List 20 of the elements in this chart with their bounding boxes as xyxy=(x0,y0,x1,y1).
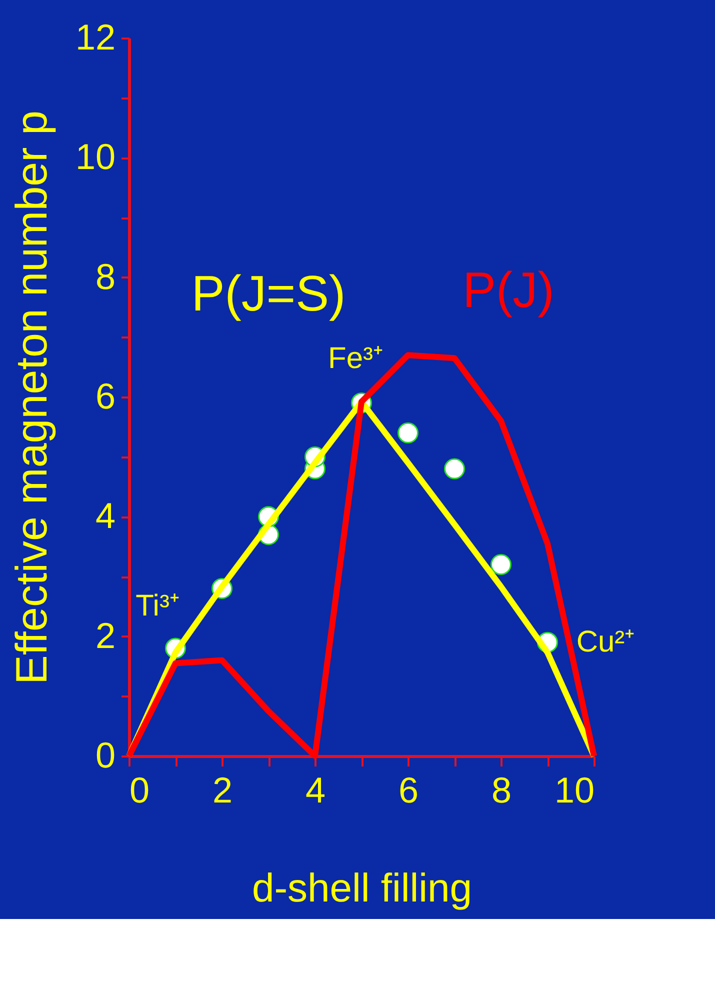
series-label: P(J) xyxy=(462,262,554,318)
x-axis-title: d-shell filling xyxy=(252,866,472,910)
annotation: Cu²⁺ xyxy=(576,625,635,658)
x-tick-label: 4 xyxy=(305,770,326,810)
series-label: P(J=S) xyxy=(191,265,346,322)
x-tick-label: 8 xyxy=(491,770,512,810)
y-axis-title: Effective magneton number p xyxy=(7,110,56,684)
x-tick-label: 6 xyxy=(398,770,419,810)
y-tick-label: 8 xyxy=(95,256,116,297)
x-tick-label: 0 xyxy=(130,770,150,810)
y-tick-label: 10 xyxy=(75,136,116,178)
x-tick-label: 2 xyxy=(212,770,233,810)
y-tick-label: 0 xyxy=(95,734,116,776)
y-tick-label: 2 xyxy=(95,614,116,656)
y-tick-label: 4 xyxy=(95,495,116,536)
annotation: Fe³⁺ xyxy=(328,342,383,375)
y-tick-label: 6 xyxy=(95,376,116,416)
annotation: Ti³⁺ xyxy=(136,589,180,622)
y-tick-label: 12 xyxy=(75,16,116,58)
x-tick-label: 10 xyxy=(554,770,594,810)
